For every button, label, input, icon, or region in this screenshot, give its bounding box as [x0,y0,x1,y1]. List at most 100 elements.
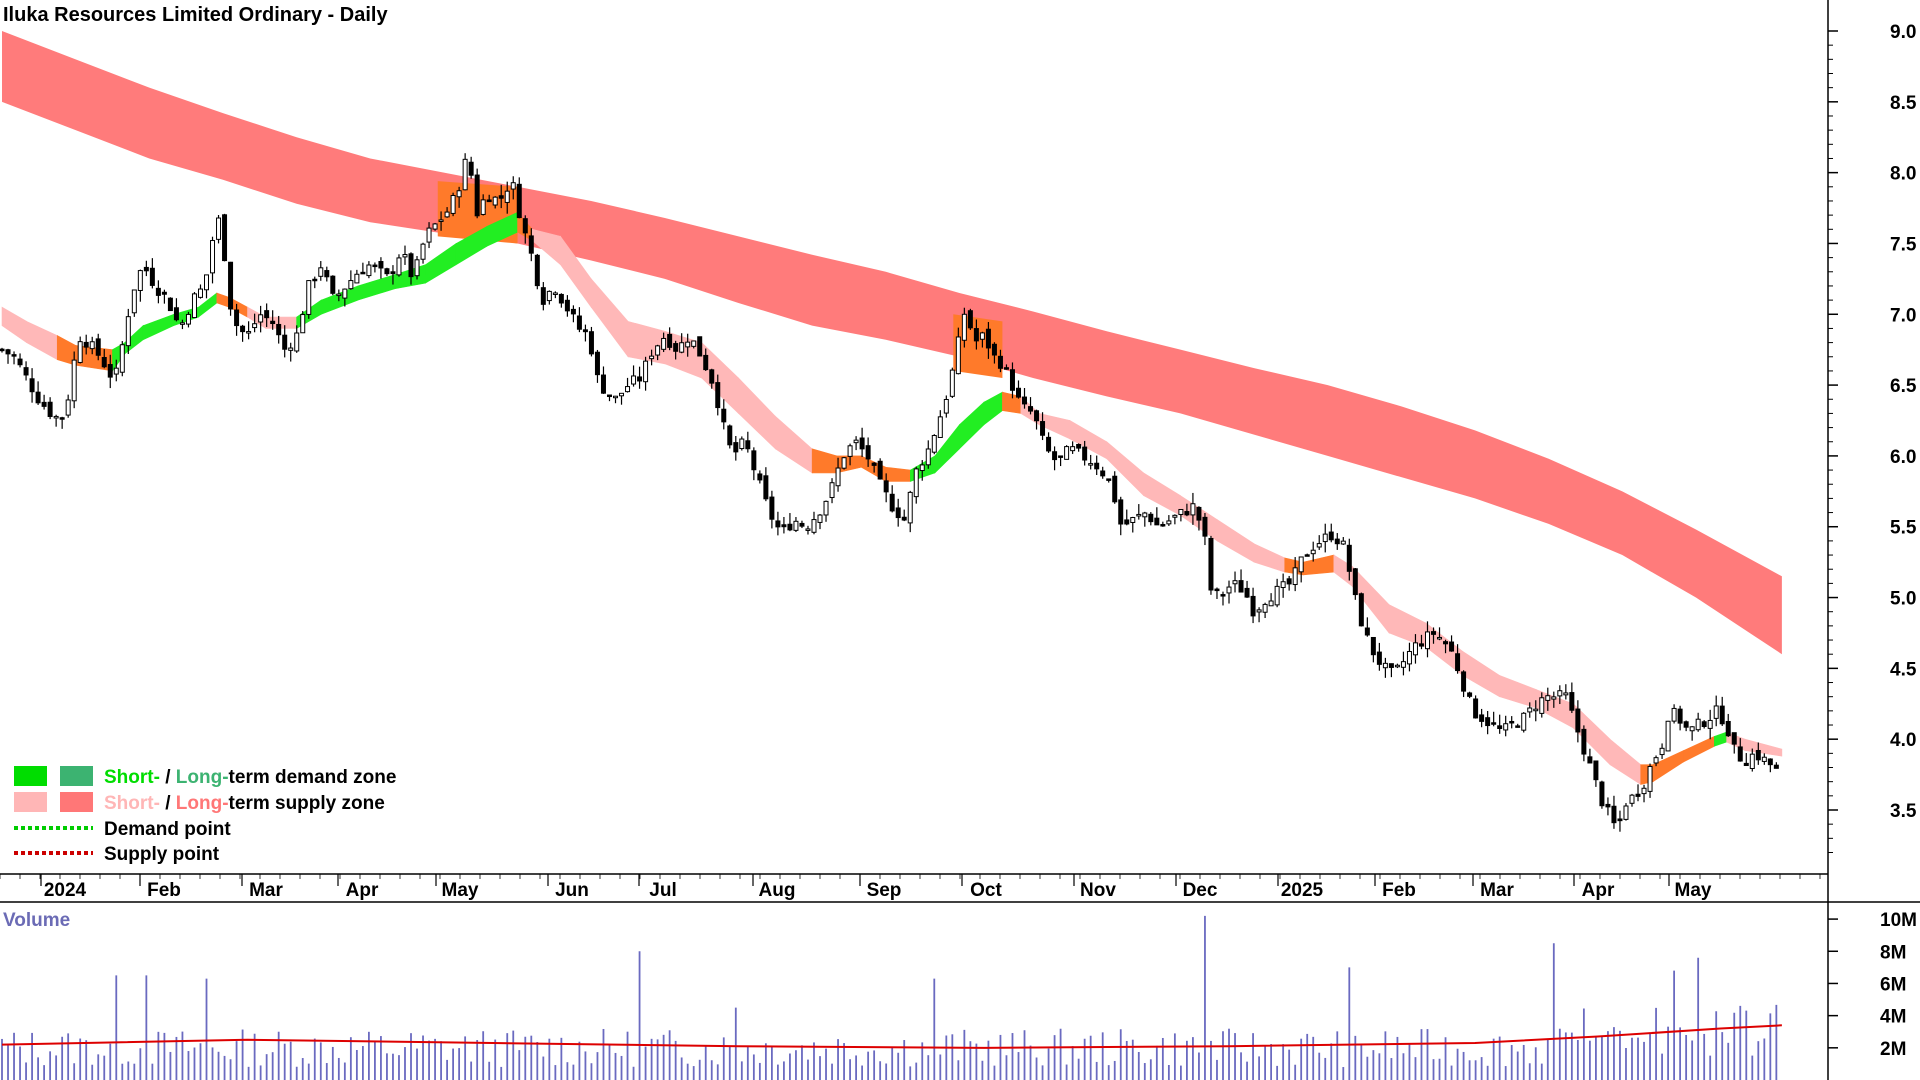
y-tick-label: 9.0 [1890,22,1916,43]
candle-body [1521,712,1527,731]
candle-body [1755,749,1761,761]
candle-body [1455,653,1461,672]
candle-body [119,344,125,373]
x-tick-label: Mar [1480,880,1514,901]
candle-body [1437,636,1443,640]
candle-body [691,340,697,347]
candle-body [1202,516,1208,537]
candle-body [1358,593,1364,627]
candle-body [414,259,420,277]
short-term-zone-segment [959,401,985,450]
candle-body [679,342,685,353]
candle-body [1292,567,1298,586]
candles [0,153,1779,832]
candle-body [1310,549,1316,555]
candle-body [438,219,444,222]
candle-body [480,199,486,215]
short-term-zone-segment [1683,735,1715,763]
candle-body [197,288,203,298]
x-tick-label: Dec [1183,880,1218,901]
candle-body [1599,781,1605,807]
candle-body [131,289,137,314]
candle-body [1142,512,1148,518]
x-tick-label: May [442,880,479,901]
candle-body [101,357,107,368]
candle-body [853,439,859,444]
candle-body [0,348,5,352]
candle-body [841,457,847,469]
candle-body [769,496,775,520]
volume-tick-label: 8M [1880,942,1906,963]
candle-body [89,341,95,350]
candle-body [570,308,576,315]
candle-body [468,161,474,176]
candle-body [336,293,342,297]
candle-body [1058,455,1064,458]
candle-body [805,528,811,531]
candle-body [1094,462,1100,470]
candle-body [444,211,450,218]
candle-body [1412,642,1418,656]
candle-body [29,378,35,393]
candle-body [1587,756,1593,764]
short-term-zone-segment [357,274,396,301]
candle-body [661,337,667,350]
candle-body [498,195,504,199]
candle-body [1605,803,1611,808]
x-tick-label: Oct [970,880,1002,901]
candle-body [234,309,240,327]
candle-body [1280,581,1286,589]
candle-body [228,261,234,310]
candle-body [907,491,913,524]
candle-body [733,442,739,453]
candle-body [703,354,709,371]
candle-body [1443,641,1449,645]
candle-body [1100,470,1106,477]
candle-body [167,297,173,312]
y-tick-label: 6.5 [1890,376,1917,397]
short-term-zone-segment [1499,675,1537,709]
candle-body [1575,708,1581,733]
candle-body [528,235,534,254]
candle-body [1545,695,1551,701]
candle-body [143,266,149,272]
candle-body [1040,421,1046,436]
candle-body [1334,538,1340,545]
candle-body [1274,585,1280,606]
candle-body [1112,475,1118,503]
candle-body [1304,554,1310,557]
candle-body [462,158,468,191]
candle-body [1262,603,1268,613]
candle-body [1431,631,1437,635]
candle-body [252,323,258,329]
legend-swatch-long-demand [60,766,93,786]
candle-body [282,334,288,350]
candle-body [709,369,715,384]
candle-body [1154,517,1160,526]
candle-body [625,386,631,393]
legend-supply-zone: Short- / Long-term supply zone [104,793,385,814]
candle-body [1178,508,1184,515]
y-tick-label: 4.0 [1890,730,1916,751]
candle-body [1226,586,1232,594]
y-tick-label: 5.0 [1890,589,1916,610]
candle-body [871,462,877,466]
candle-body [1743,762,1749,767]
candle-body [1491,722,1497,725]
x-tick-label: Feb [1382,880,1416,901]
candle-body [901,516,907,521]
candle-body [793,520,799,531]
candle-body [943,398,949,414]
candle-body [1461,671,1467,692]
x-tick-label: May [1675,880,1712,901]
candle-body [1611,805,1617,824]
short-term-zone-segment [1216,519,1255,563]
candle-body [1082,446,1088,461]
candle-body [546,290,552,302]
candle-body [270,320,276,325]
candle-body [1076,443,1082,449]
candle-body [576,315,582,330]
short-term-zone-segment [885,466,911,482]
candle-body [540,287,546,305]
